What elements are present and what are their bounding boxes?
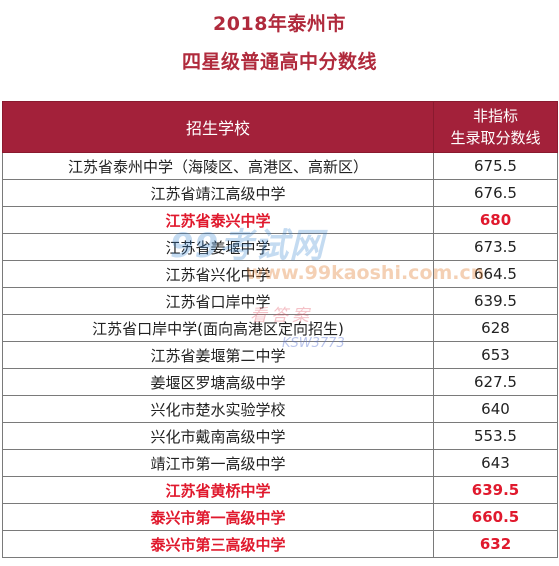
header-score: 非指标 生录取分数线 bbox=[433, 101, 558, 153]
school-cell: 江苏省泰兴中学 bbox=[2, 206, 434, 234]
table-row: 江苏省口岸中学(面向高港区定向招生) 628 bbox=[2, 314, 558, 342]
table-row: 江苏省姜堰中学 673.5 bbox=[2, 233, 558, 261]
school-cell: 泰兴市第三高级中学 bbox=[2, 530, 434, 558]
school-cell: 泰兴市第一高级中学 bbox=[2, 503, 434, 531]
school-cell: 江苏省姜堰第二中学 bbox=[2, 341, 434, 369]
score-cell: 673.5 bbox=[433, 233, 558, 261]
school-cell: 靖江市第一高级中学 bbox=[2, 449, 434, 477]
score-cell: 627.5 bbox=[433, 368, 558, 396]
table-row: 江苏省兴化中学 664.5 bbox=[2, 260, 558, 288]
page-title: 2018年泰州市 bbox=[213, 13, 346, 35]
score-table: 招生学校 非指标 生录取分数线 江苏省泰州中学（海陵区、高港区、高新区） 675.… bbox=[2, 101, 558, 558]
score-cell: 676.5 bbox=[433, 179, 558, 207]
school-cell: 江苏省泰州中学（海陵区、高港区、高新区） bbox=[2, 152, 434, 180]
score-cell: 653 bbox=[433, 341, 558, 369]
table-row: 泰兴市第三高级中学 632 bbox=[2, 530, 558, 558]
school-cell: 江苏省靖江高级中学 bbox=[2, 179, 434, 207]
header-score-line2: 生录取分数线 bbox=[450, 129, 541, 147]
score-cell: 628 bbox=[433, 314, 558, 342]
table-row: 江苏省口岸中学 639.5 bbox=[2, 287, 558, 315]
score-cell: 639.5 bbox=[433, 287, 558, 315]
score-cell: 639.5 bbox=[433, 476, 558, 504]
page-title-block: 2018年泰州市 四星级普通高中分数线 bbox=[0, 0, 559, 100]
table-row: 江苏省泰州中学（海陵区、高港区、高新区） 675.5 bbox=[2, 152, 558, 180]
score-cell: 680 bbox=[433, 206, 558, 234]
table-row: 泰兴市第一高级中学 660.5 bbox=[2, 503, 558, 531]
score-cell: 632 bbox=[433, 530, 558, 558]
school-cell: 江苏省姜堰中学 bbox=[2, 233, 434, 261]
table-header-row: 招生学校 非指标 生录取分数线 bbox=[2, 101, 558, 153]
header-school: 招生学校 bbox=[2, 101, 434, 153]
table-row: 姜堰区罗塘高级中学 627.5 bbox=[2, 368, 558, 396]
score-cell: 664.5 bbox=[433, 260, 558, 288]
score-cell: 643 bbox=[433, 449, 558, 477]
table-row: 靖江市第一高级中学 643 bbox=[2, 449, 558, 477]
score-cell: 640 bbox=[433, 395, 558, 423]
table-row: 江苏省靖江高级中学 676.5 bbox=[2, 179, 558, 207]
school-cell: 兴化市楚水实验学校 bbox=[2, 395, 434, 423]
table-body: 江苏省泰州中学（海陵区、高港区、高新区） 675.5 江苏省靖江高级中学 676.5 江… bbox=[2, 152, 558, 558]
header-score-line1: 非指标 bbox=[472, 107, 518, 125]
table-row: 江苏省黄桥中学 639.5 bbox=[2, 476, 558, 504]
table-row: 兴化市戴南高级中学 553.5 bbox=[2, 422, 558, 450]
table-row: 江苏省泰兴中学 680 bbox=[2, 206, 558, 234]
school-cell: 江苏省口岸中学(面向高港区定向招生) bbox=[2, 314, 434, 342]
score-cell: 675.5 bbox=[433, 152, 558, 180]
school-cell: 兴化市戴南高级中学 bbox=[2, 422, 434, 450]
table-row: 兴化市楚水实验学校 640 bbox=[2, 395, 558, 423]
school-cell: 江苏省口岸中学 bbox=[2, 287, 434, 315]
school-cell: 姜堰区罗塘高级中学 bbox=[2, 368, 434, 396]
school-cell: 江苏省兴化中学 bbox=[2, 260, 434, 288]
page-subtitle: 四星级普通高中分数线 bbox=[181, 51, 377, 73]
school-cell: 江苏省黄桥中学 bbox=[2, 476, 434, 504]
score-cell: 553.5 bbox=[433, 422, 558, 450]
score-cell: 660.5 bbox=[433, 503, 558, 531]
table-row: 江苏省姜堰第二中学 653 bbox=[2, 341, 558, 369]
